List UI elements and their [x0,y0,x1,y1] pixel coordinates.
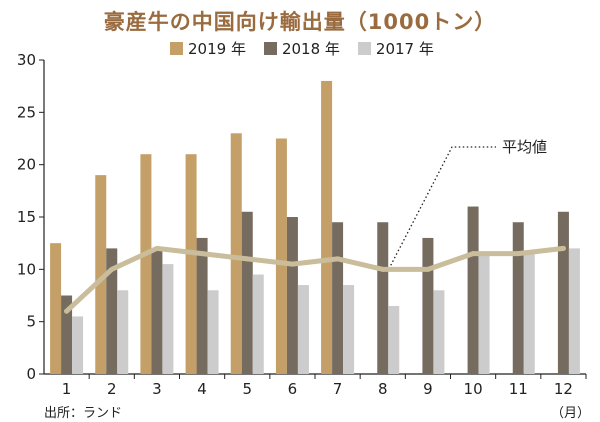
x-axis-unit: （月） [551,406,591,421]
source-note: 出所：ランド [44,406,123,421]
average-point-8 [380,266,386,272]
average-point-11 [515,251,521,257]
legend-swatch-2017 [357,42,371,55]
legend-swatch-2018 [263,42,277,55]
x-tick-label: 3 [152,380,162,398]
bar-2018-1 [61,295,73,374]
bar-2017-3 [162,264,174,374]
average-point-5 [244,256,250,262]
bar-2017-4 [207,290,219,374]
average-point-1 [64,308,70,314]
legend-item-2019: 2019 年 [170,38,246,59]
legend-item-2017: 2017 年 [357,38,434,59]
chart-title: 豪産牛の中国向け輸出量（1000トン） [103,10,497,34]
bar-2019-5 [230,133,242,374]
y-tick-label: 25 [17,103,36,121]
legend-label-2018: 2018 年 [281,40,340,58]
average-point-3 [154,245,160,251]
x-tick-label: 6 [288,380,298,398]
x-tick-label: 8 [378,380,388,398]
legend-label-2019: 2019 年 [188,40,246,58]
average-point-4 [199,251,205,257]
average-point-6 [289,261,295,267]
bar-2019-1 [50,243,62,374]
x-tick-label: 7 [333,380,343,398]
legend-swatch-2019 [170,42,183,55]
x-tick-label: 1 [62,380,72,398]
y-tick-label: 30 [17,51,36,69]
x-tick-label: 11 [509,380,528,398]
bar-2018-4 [196,237,208,374]
average-point-2 [109,266,115,272]
average-annotation-label: 平均値 [502,138,547,156]
x-tick-label: 12 [554,380,573,398]
average-point-12 [560,245,566,251]
bar-2018-5 [241,211,253,374]
y-tick-label: 10 [17,260,36,278]
bar-2018-10 [467,206,479,374]
bar-2017-1 [72,316,84,374]
bar-2018-9 [422,237,434,374]
bar-2019-6 [275,138,287,374]
bar-2018-3 [151,248,163,374]
average-point-7 [335,256,341,262]
y-tick-label: 0 [26,365,36,383]
bar-2017-5 [252,274,264,374]
average-point-9 [425,266,431,272]
y-tick-label: 15 [17,208,36,226]
bar-2018-2 [106,248,118,374]
bar-2017-9 [433,290,445,374]
bar-2018-11 [512,222,524,374]
y-tick-label: 5 [26,313,36,331]
average-point-10 [470,251,476,257]
y-tick-label: 20 [17,156,36,174]
bar-2017-10 [478,253,490,374]
bar-2019-3 [140,154,152,374]
average-annotation-pointer [390,146,496,266]
bar-2017-7 [343,285,355,374]
bar-2019-2 [95,175,107,374]
bar-2018-8 [377,222,389,374]
x-tick-label: 4 [197,380,207,398]
x-tick-label: 2 [107,380,117,398]
x-tick-label: 10 [464,380,483,398]
x-tick-label: 5 [242,380,252,398]
legend-item-2018: 2018 年 [263,38,340,59]
bar-2019-4 [185,154,197,374]
bar-2017-6 [297,285,309,374]
x-tick-label: 9 [423,380,433,398]
legend-label-2017: 2017 年 [375,40,434,58]
bar-2018-12 [557,211,569,374]
bar-2017-2 [117,290,129,374]
bar-2018-7 [332,222,344,374]
bar-2017-11 [523,253,535,374]
average-line [64,245,566,314]
bar-2017-8 [388,305,400,374]
bar-2018-6 [286,217,298,374]
bar-2019-7 [321,80,333,374]
bar-2017-12 [568,248,580,374]
legend: 2019 年 2018 年 2017 年 [170,38,434,59]
